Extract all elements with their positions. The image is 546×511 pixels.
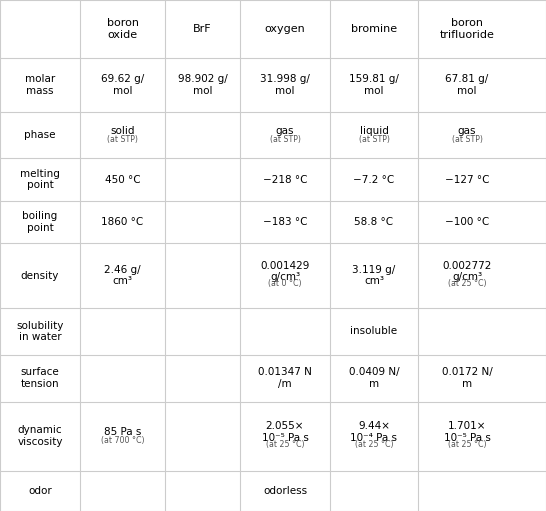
Text: 9.44×
10⁻⁴ Pa s: 9.44× 10⁻⁴ Pa s [351, 422, 397, 443]
Text: 1.701×
10⁻⁵ Pa s: 1.701× 10⁻⁵ Pa s [443, 422, 490, 443]
Text: 0.0409 N/
m: 0.0409 N/ m [349, 367, 399, 389]
Text: gas: gas [276, 126, 294, 136]
Text: −218 °C: −218 °C [263, 175, 307, 184]
Text: (at STP): (at STP) [359, 134, 389, 144]
Text: 0.002772
g/cm³: 0.002772 g/cm³ [442, 261, 492, 283]
Text: insoluble: insoluble [351, 327, 397, 336]
Text: odorless: odorless [263, 486, 307, 496]
Text: solubility
in water: solubility in water [16, 320, 64, 342]
Text: density: density [21, 271, 59, 281]
Text: 450 °C: 450 °C [105, 175, 140, 184]
Text: −127 °C: −127 °C [445, 175, 489, 184]
Text: 58.8 °C: 58.8 °C [354, 217, 394, 227]
Text: (at 25 °C): (at 25 °C) [355, 440, 393, 449]
Text: −183 °C: −183 °C [263, 217, 307, 227]
Text: 2.46 g/
cm³: 2.46 g/ cm³ [104, 265, 141, 286]
Text: oxygen: oxygen [265, 24, 305, 34]
Text: surface
tension: surface tension [21, 367, 60, 389]
Text: 1860 °C: 1860 °C [102, 217, 144, 227]
Text: (at 25 °C): (at 25 °C) [448, 279, 486, 288]
Text: 0.001429
g/cm³: 0.001429 g/cm³ [260, 261, 310, 283]
Text: 0.0172 N/
m: 0.0172 N/ m [442, 367, 492, 389]
Text: phase: phase [24, 130, 56, 140]
Text: (at 0 °C): (at 0 °C) [268, 279, 302, 288]
Text: 98.902 g/
mol: 98.902 g/ mol [177, 74, 227, 96]
Text: liquid: liquid [360, 126, 388, 136]
Text: (at STP): (at STP) [270, 134, 300, 144]
Text: 3.119 g/
cm³: 3.119 g/ cm³ [352, 265, 396, 286]
Text: bromine: bromine [351, 24, 397, 34]
Text: (at STP): (at STP) [107, 134, 138, 144]
Text: (at 25 °C): (at 25 °C) [448, 440, 486, 449]
Text: −7.2 °C: −7.2 °C [353, 175, 395, 184]
Text: boron
trifluoride: boron trifluoride [440, 18, 495, 40]
Text: 0.01347 N
/m: 0.01347 N /m [258, 367, 312, 389]
Text: boiling
point: boiling point [22, 211, 58, 233]
Text: 159.81 g/
mol: 159.81 g/ mol [349, 74, 399, 96]
Text: 85 Pa s: 85 Pa s [104, 427, 141, 437]
Text: dynamic
viscosity: dynamic viscosity [17, 426, 63, 447]
Text: 69.62 g/
mol: 69.62 g/ mol [101, 74, 144, 96]
Text: 67.81 g/
mol: 67.81 g/ mol [446, 74, 489, 96]
Text: (at 25 °C): (at 25 °C) [266, 440, 304, 449]
Text: 31.998 g/
mol: 31.998 g/ mol [260, 74, 310, 96]
Text: BrF: BrF [193, 24, 212, 34]
Text: (at 700 °C): (at 700 °C) [101, 436, 144, 445]
Text: boron
oxide: boron oxide [106, 18, 139, 40]
Text: solid: solid [110, 126, 135, 136]
Text: odor: odor [28, 486, 52, 496]
Text: 2.055×
10⁻⁵ Pa s: 2.055× 10⁻⁵ Pa s [262, 422, 308, 443]
Text: gas: gas [458, 126, 476, 136]
Text: (at STP): (at STP) [452, 134, 483, 144]
Text: −100 °C: −100 °C [445, 217, 489, 227]
Text: melting
point: melting point [20, 169, 60, 191]
Text: molar
mass: molar mass [25, 74, 55, 96]
